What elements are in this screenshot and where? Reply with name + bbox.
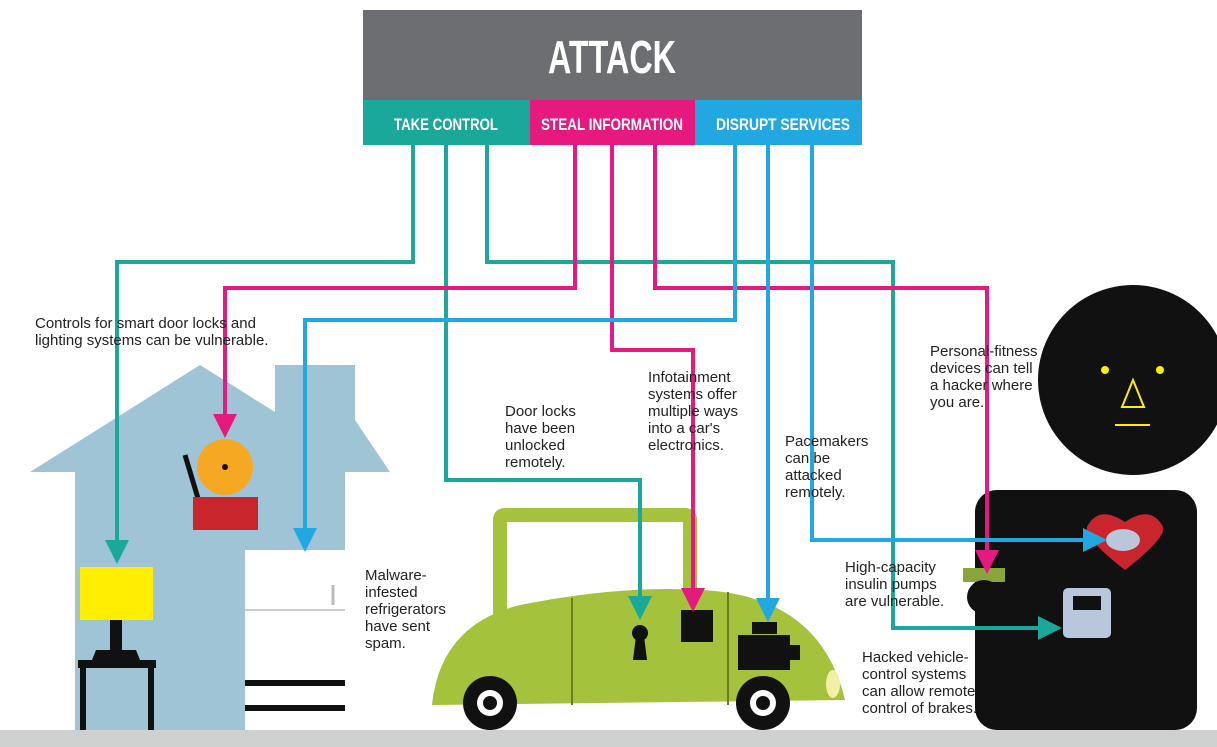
note-line: infested	[365, 584, 418, 601]
note-line: you are.	[930, 394, 984, 411]
note-line: control of brakes.	[862, 700, 977, 717]
note-line: High-capacity	[845, 559, 936, 576]
infographic: ATTACK TAKE CONTROL STEAL INFORMATION DI…	[0, 0, 1217, 747]
note-line: remotely.	[505, 454, 566, 471]
note-line: Door locks	[505, 403, 576, 420]
note-line: remotely.	[785, 484, 846, 501]
category-label: STEAL INFORMATION	[541, 115, 683, 134]
note-line: have been	[505, 420, 575, 437]
note-line: control systems	[862, 666, 966, 683]
note-line: are vulnerable.	[845, 593, 944, 610]
note-line: Pacemakers	[785, 433, 868, 450]
note-line: Controls for smart door locks and	[35, 315, 256, 332]
note-line: Malware-	[365, 567, 427, 584]
note-line: spam.	[365, 635, 406, 652]
note-line: multiple ways	[648, 403, 738, 420]
note-line: have sent	[365, 618, 431, 635]
note-line: electronics.	[648, 437, 724, 454]
ground	[0, 730, 1217, 747]
note-line: Infotainment	[648, 369, 731, 386]
category-label: DISRUPT SERVICES	[716, 115, 850, 134]
note-line: can be	[785, 450, 830, 467]
note-line: unlocked	[505, 437, 565, 454]
note-line: a hacker where	[930, 377, 1033, 394]
category-label: TAKE CONTROL	[394, 115, 498, 134]
note-line: Personal-fitness	[930, 343, 1038, 360]
note-line: attacked	[785, 467, 842, 484]
note-line: can allow remote	[862, 683, 975, 700]
note-line: Hacked vehicle-	[862, 649, 969, 666]
note-line: lighting systems can be vulnerable.	[35, 332, 268, 349]
house	[30, 365, 390, 730]
note-line: insulin pumps	[845, 576, 937, 593]
title: ATTACK	[548, 31, 676, 83]
note-line: devices can tell	[930, 360, 1033, 377]
note-line: systems offer	[648, 386, 737, 403]
note-line: refrigerators	[365, 601, 446, 618]
note-line: into a car's	[648, 420, 720, 437]
